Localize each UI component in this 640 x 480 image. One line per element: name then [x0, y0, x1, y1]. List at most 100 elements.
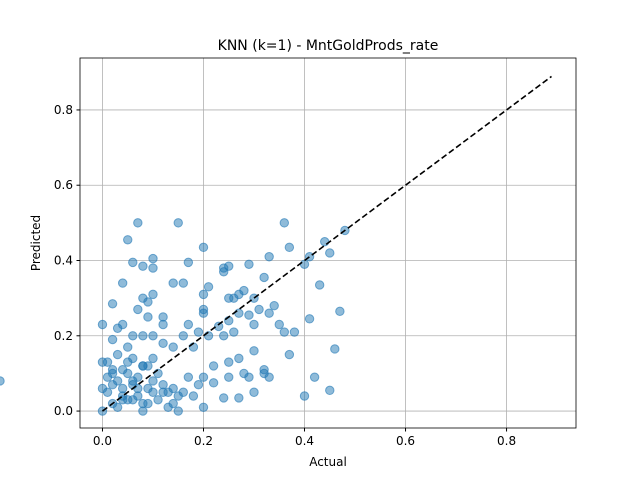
point: [148, 376, 158, 386]
point: [198, 402, 209, 412]
point: [234, 308, 244, 318]
point: [173, 406, 183, 416]
y-tick-label: 0.0: [54, 404, 73, 418]
x-axis-label: Actual: [309, 455, 347, 469]
point: [198, 372, 209, 382]
point: [112, 349, 123, 360]
point: [128, 331, 138, 341]
point: [239, 285, 249, 296]
x-tick-label: 0.4: [295, 434, 314, 448]
point: [133, 218, 143, 228]
point: [148, 353, 158, 364]
x-tick-label: 0.6: [396, 434, 415, 448]
point: [274, 319, 284, 330]
point: [224, 261, 234, 271]
point: [178, 387, 188, 397]
point: [254, 304, 264, 315]
point: [249, 346, 259, 356]
point: [269, 300, 279, 311]
point: [198, 308, 209, 318]
point: [264, 308, 274, 318]
point: [112, 323, 123, 333]
point: [249, 319, 259, 330]
point: [208, 378, 219, 388]
point: [279, 218, 290, 228]
point: [249, 387, 259, 397]
point: [325, 248, 335, 258]
point: [234, 353, 244, 364]
point: [117, 278, 128, 288]
point: [224, 372, 234, 382]
point: [153, 395, 163, 405]
point: [168, 278, 178, 288]
point: [208, 361, 219, 371]
point: [224, 357, 234, 367]
point: [133, 383, 143, 394]
point: [102, 372, 113, 382]
point: [148, 263, 158, 273]
point: [284, 349, 295, 360]
reference-line: [101, 75, 552, 412]
point: [128, 353, 138, 364]
point: [138, 406, 148, 416]
point: [117, 395, 128, 405]
point: [107, 380, 118, 390]
point: [107, 364, 118, 375]
point: [193, 327, 204, 337]
point: [183, 372, 194, 382]
point: [97, 383, 108, 394]
point: [314, 280, 325, 290]
point: [284, 242, 295, 253]
point: [183, 257, 194, 268]
point: [289, 327, 300, 337]
point: [97, 357, 108, 367]
point: [143, 398, 153, 409]
point: [143, 312, 153, 322]
point: [309, 372, 320, 382]
point: [158, 380, 168, 390]
y-tick-label: 0.6: [54, 178, 73, 192]
point: [229, 327, 239, 337]
point: [123, 235, 133, 245]
x-tick-label: 0.8: [497, 434, 516, 448]
point: [158, 338, 168, 349]
point: [218, 331, 229, 341]
point: [148, 253, 158, 264]
point: [123, 342, 133, 352]
point: [173, 218, 183, 228]
point: [128, 257, 138, 268]
point: [178, 278, 188, 288]
point: [213, 321, 224, 332]
point: [193, 380, 204, 390]
point: [198, 242, 209, 253]
point: [163, 387, 173, 397]
point: [133, 304, 143, 315]
point: [128, 376, 138, 386]
point: [148, 331, 158, 341]
point: [188, 391, 199, 401]
point: [320, 236, 330, 247]
point: [107, 299, 118, 309]
point: [168, 398, 178, 409]
plot-frame: [79, 57, 577, 429]
point: [234, 393, 244, 403]
point: [148, 387, 158, 397]
point: [168, 342, 178, 352]
point: [299, 259, 310, 269]
x-tick-label: 0.0: [93, 434, 112, 448]
point: [218, 393, 229, 403]
y-tick-label: 0.4: [54, 254, 73, 268]
point: [330, 344, 340, 354]
y-tick-label: 0.2: [54, 329, 73, 343]
point: [264, 372, 274, 382]
point: [138, 261, 148, 271]
point: [244, 259, 254, 269]
point: [325, 385, 335, 396]
point: [138, 331, 148, 341]
chart-title: KNN (k=1) - MntGoldProds_rate: [218, 38, 439, 54]
point: [138, 361, 148, 371]
y-tick-label: 0.8: [54, 103, 73, 117]
point: [279, 327, 290, 337]
